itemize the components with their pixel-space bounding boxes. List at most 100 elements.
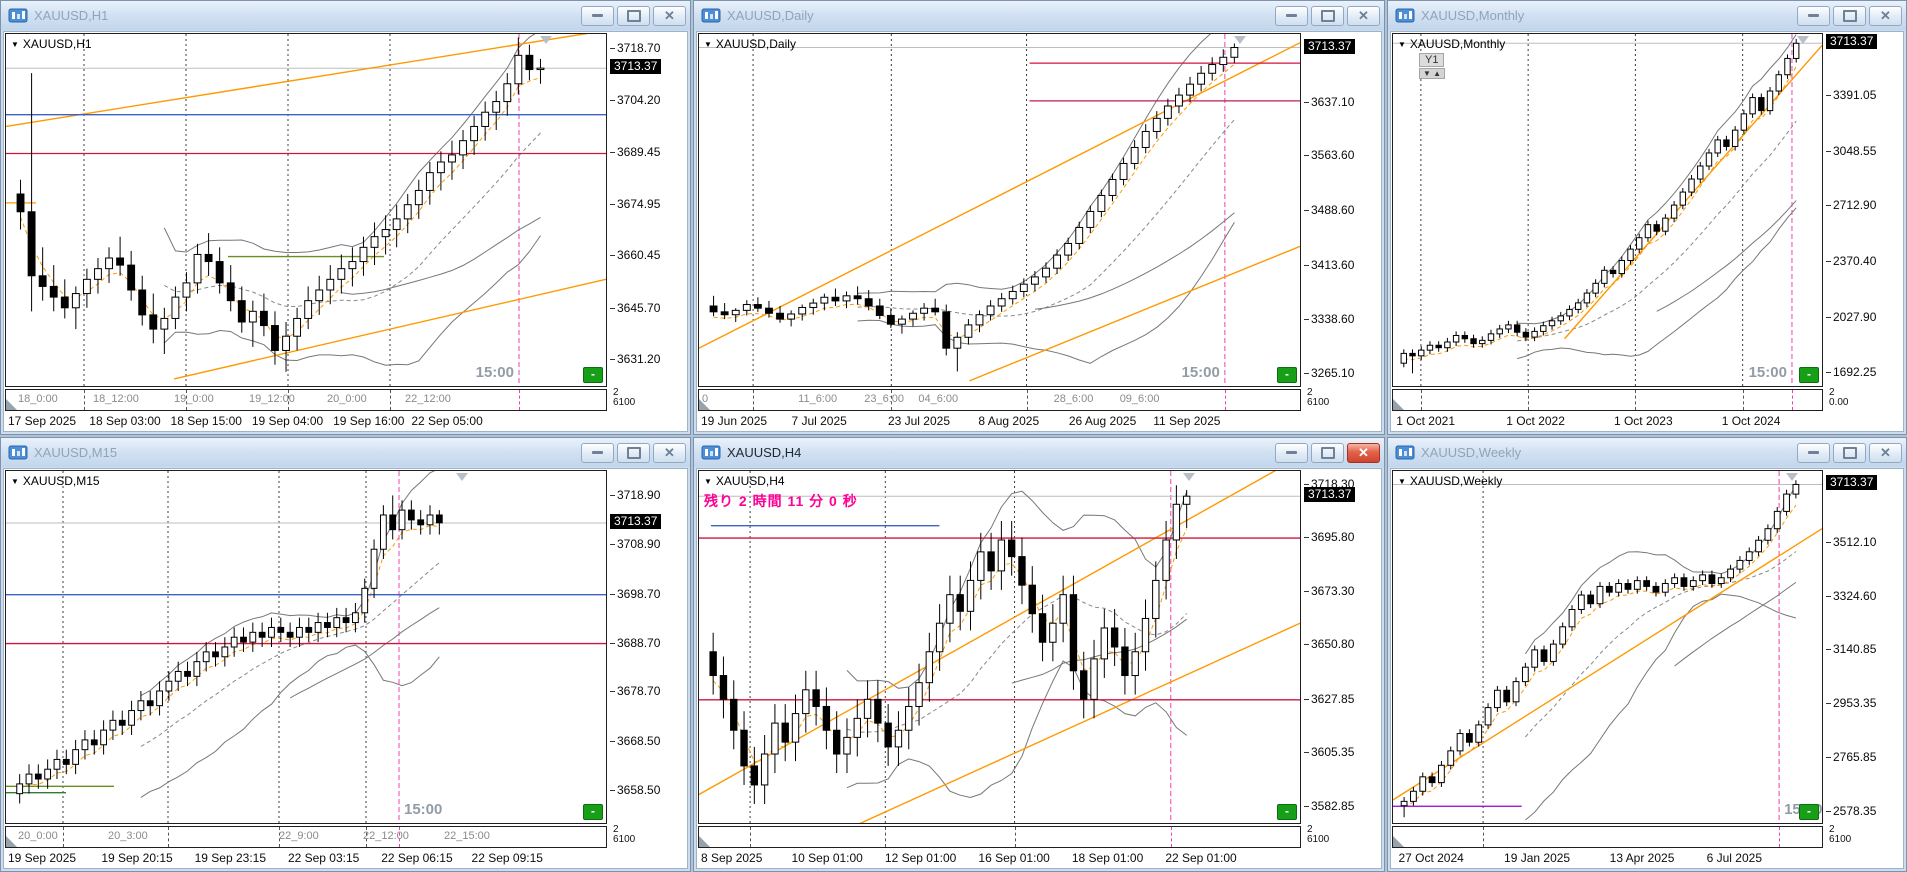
subwindow-collapse-button[interactable]: - (1277, 367, 1297, 383)
chart-plot-area[interactable]: ▼ XAUUSD,M15 15:00 - (5, 470, 607, 824)
restore-button[interactable] (1311, 442, 1344, 463)
indicator-subwindow[interactable]: 0 11_6:00 23_6:00 04_6:00 28_6:00 09_6:00 (698, 389, 1301, 411)
indicator-subwindow[interactable]: 20_0:00 20_3:00 22_9:00 22_12:00 22_15:00 (5, 826, 607, 848)
time-axis[interactable]: 1 Oct 2021 1 Oct 2022 1 Oct 2023 1 Oct 2024 (1392, 413, 1823, 431)
time-axis[interactable]: 17 Sep 2025 18 Sep 03:00 18 Sep 15:00 19 Se… (5, 413, 607, 431)
window-title: XAUUSD,Daily (727, 8, 814, 23)
time-axis[interactable]: 19 Jun 2025 7 Jul 2025 23 Jul 2025 8 Aug 20… (698, 413, 1301, 431)
price-tick-label: 2765.85 (1825, 749, 1877, 764)
window-titlebar[interactable]: XAUUSD,Monthly ✕ (1388, 1, 1906, 30)
close-button[interactable]: ✕ (1869, 442, 1902, 463)
candle (832, 729, 841, 755)
price-axis[interactable]: 3512.10 3324.60 3140.85 2953.35 2765.85 2578.… (1824, 470, 1903, 824)
y1-up-icon[interactable]: ▲ (1433, 69, 1442, 78)
window-titlebar[interactable]: XAUUSD,Weekly ✕ (1388, 438, 1906, 467)
candle (1592, 282, 1599, 294)
restore-button[interactable] (1833, 442, 1866, 463)
candle (1075, 226, 1084, 244)
chart-legend[interactable]: ▼ XAUUSD,Daily (704, 37, 796, 51)
minimize-button[interactable] (1797, 5, 1830, 26)
candle (1783, 493, 1790, 512)
close-button[interactable]: ✕ (653, 5, 686, 26)
y1-down-icon[interactable]: ▼ (1422, 69, 1431, 78)
candle (1601, 269, 1608, 284)
candle (1670, 204, 1678, 219)
chart-legend[interactable]: ▼ XAUUSD,Weekly (1398, 474, 1502, 488)
chart-window-h1: XAUUSD,H1 ✕ ▼ XAUUSD,H1 15:00- 3718.70 370… (0, 0, 691, 435)
price-axis[interactable]: 3391.05 3048.55 2712.90 2370.40 2027.90 1692.… (1824, 33, 1903, 387)
candle (915, 682, 923, 707)
chart-shift-marker[interactable] (1796, 36, 1809, 44)
close-icon: ✕ (1880, 445, 1891, 460)
close-button[interactable]: ✕ (1347, 442, 1380, 463)
close-button[interactable]: ✕ (1869, 5, 1902, 26)
time-axis[interactable]: 8 Sep 2025 10 Sep 01:00 12 Sep 01:00 16 Sep… (698, 850, 1301, 868)
chart-shift-marker[interactable] (540, 36, 552, 44)
chart-plot-area[interactable]: ▼XAUUSD,Weekly 15:00- (1392, 470, 1823, 824)
subwindow-collapse-button[interactable]: - (1277, 804, 1297, 820)
chart-shift-marker[interactable] (1182, 473, 1195, 481)
subwindow-axis-value: 2 (1829, 387, 1835, 398)
time-axis[interactable]: 27 Oct 2024 19 Jan 2025 13 Apr 2025 6 Jul 2… (1392, 850, 1823, 868)
chart-shift-marker[interactable] (1785, 473, 1798, 481)
close-button[interactable]: ✕ (1347, 5, 1380, 26)
y1-object-label[interactable]: Y1 ▼ ▲ (1419, 53, 1445, 79)
candle (920, 307, 929, 314)
indicator-subwindow[interactable] (698, 826, 1301, 848)
subwindow-collapse-button[interactable]: - (1799, 367, 1819, 383)
indicator-subwindow[interactable]: 18_0:00 18_12:00 19_0:00 19_12:00 20_0:00 22_… (5, 389, 607, 411)
chart-legend[interactable]: ▼ XAUUSD,M15 (11, 474, 100, 488)
window-titlebar[interactable]: XAUUSD,M15 ✕ (1, 438, 690, 467)
candle (977, 551, 985, 581)
restore-button[interactable] (1311, 5, 1344, 26)
restore-button[interactable] (1833, 5, 1866, 26)
subwindow-collapse-button[interactable]: - (1799, 804, 1819, 820)
close-icon: ✕ (664, 445, 675, 460)
candle (1090, 658, 1098, 700)
price-axis[interactable]: 3718.70 3704.20 3689.45 3674.95 3660.45 3645.… (608, 33, 687, 387)
subwindow-row: 2 6100 (1392, 825, 1903, 849)
restore-button[interactable] (617, 5, 650, 26)
chart-legend[interactable]: ▼ XAUUSD,Monthly (1398, 37, 1505, 51)
candle (514, 54, 523, 85)
minimize-button[interactable] (1797, 442, 1830, 463)
close-button[interactable]: ✕ (653, 442, 686, 463)
chart-shift-marker[interactable] (456, 473, 468, 481)
chart-legend[interactable]: ▼ XAUUSD,H1 (11, 37, 92, 51)
time-axis[interactable]: 19 Sep 2025 19 Sep 20:15 19 Sep 23:15 22 Se… (5, 850, 607, 868)
chart-shift-marker[interactable] (1233, 36, 1246, 44)
chart-plot-area[interactable]: ▼ XAUUSD,Monthly Y1 ▼ ▲ 15:00- (1392, 33, 1823, 387)
candle (1521, 666, 1529, 683)
dropdown-icon: ▼ (11, 40, 19, 49)
chart-legend-label: XAUUSD,M15 (22, 474, 100, 488)
price-axis[interactable]: 3718.90 3708.90 3698.70 3688.70 3678.70 3668.… (608, 470, 687, 824)
minimize-button[interactable] (1275, 442, 1308, 463)
chart-plot-area[interactable]: ▼ XAUUSD,Daily 15:00 - (698, 33, 1301, 387)
candle (1540, 649, 1548, 662)
restore-button[interactable] (617, 442, 650, 463)
window-titlebar[interactable]: XAUUSD,H1 ✕ (1, 1, 690, 30)
candle (1452, 334, 1460, 343)
indicator-subwindow[interactable] (1392, 826, 1823, 848)
subwindow-collapse-button[interactable]: - (583, 367, 603, 383)
price-tick-label: 3678.70 (609, 684, 661, 699)
candle (82, 278, 91, 295)
minimize-button[interactable] (581, 5, 614, 26)
chart-client: ▼XAUUSD,Weekly 15:00- 3512.10 3324.60 3140… (1390, 468, 1904, 869)
chart-plot-area[interactable]: ▼ XAUUSD,H1 15:00 - (5, 33, 607, 387)
window-titlebar[interactable]: XAUUSD,Daily ✕ (694, 1, 1384, 30)
chart-window-monthly: XAUUSD,Monthly ✕ ▼ XAUUSD,Monthly Y1 ▼ ▲ … (1387, 0, 1907, 435)
window-titlebar[interactable]: XAUUSD,H4 ✕ (694, 438, 1384, 467)
price-tick-label: 3048.55 (1825, 143, 1877, 158)
candle (1456, 733, 1464, 752)
price-axis[interactable]: 3718.30 3695.80 3673.30 3650.80 3627.85 3605.… (1302, 470, 1381, 824)
chart-plot-area[interactable]: ▼ XAUUSD,H4 残り 2 時間 11 分 0 秒 - (698, 470, 1301, 824)
price-tick-label: 3512.10 (1825, 534, 1877, 549)
indicator-subwindow[interactable] (1392, 389, 1823, 411)
candle (765, 307, 773, 314)
price-axis[interactable]: 3637.10 3563.60 3488.60 3413.60 3338.60 3265.… (1302, 33, 1381, 387)
subwindow-collapse-button[interactable]: - (583, 804, 603, 820)
minimize-button[interactable] (581, 442, 614, 463)
chart-legend[interactable]: ▼ XAUUSD,H4 (704, 474, 785, 488)
minimize-button[interactable] (1275, 5, 1308, 26)
